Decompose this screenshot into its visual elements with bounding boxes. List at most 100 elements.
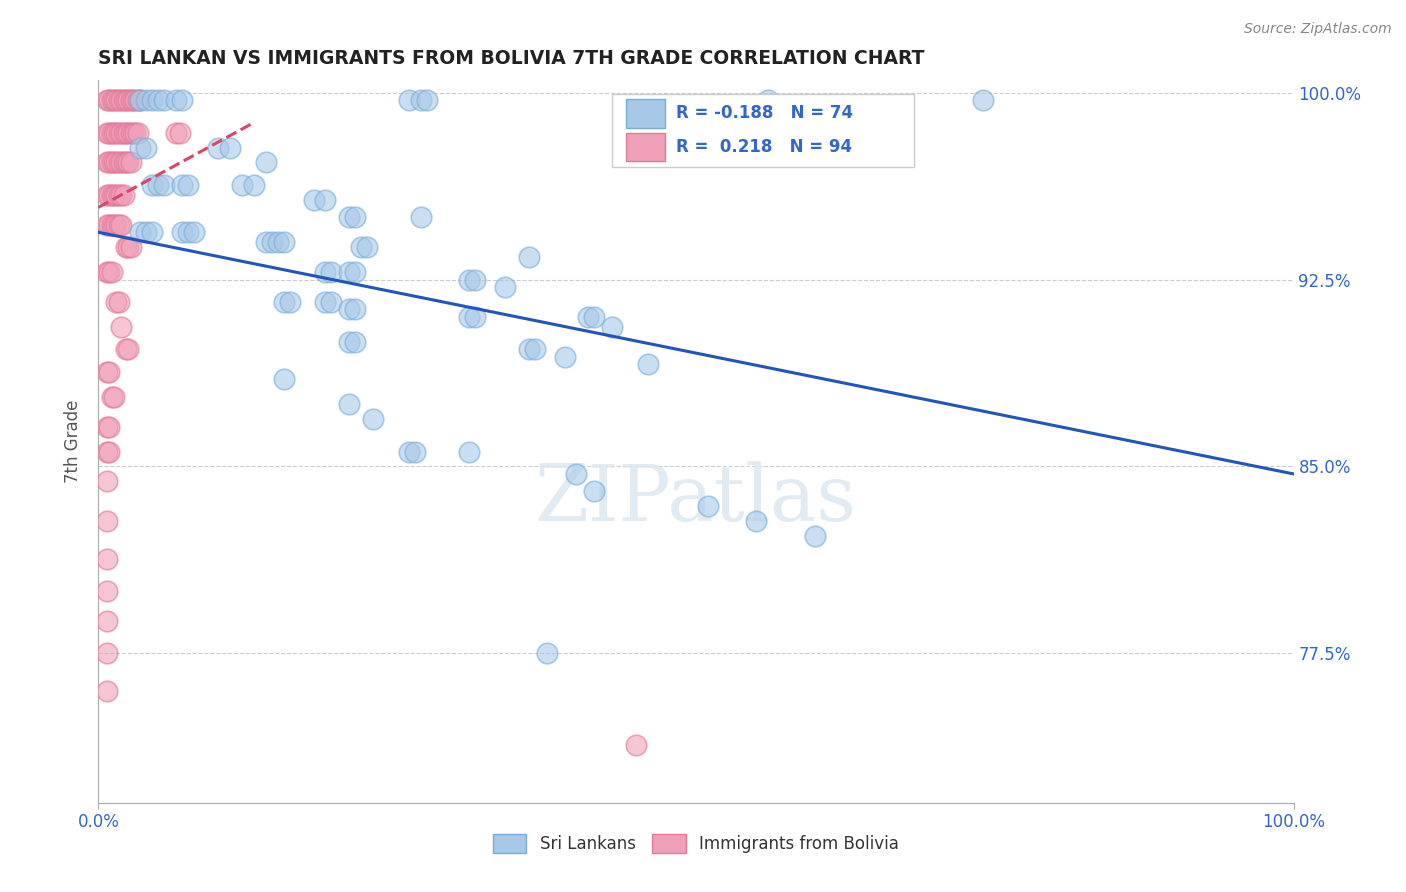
Point bbox=[315, 295, 337, 310]
Point bbox=[96, 683, 118, 698]
Point bbox=[98, 218, 121, 232]
Point bbox=[96, 646, 118, 660]
Point bbox=[103, 218, 125, 232]
Point bbox=[96, 218, 118, 232]
Point bbox=[626, 739, 648, 753]
Point bbox=[107, 155, 129, 169]
Point bbox=[339, 211, 361, 225]
Point bbox=[350, 240, 373, 254]
Point bbox=[165, 126, 187, 140]
Point bbox=[183, 225, 205, 239]
Point bbox=[98, 265, 121, 279]
Point bbox=[96, 187, 118, 202]
Point bbox=[96, 475, 118, 489]
Point bbox=[120, 155, 142, 169]
Point bbox=[107, 126, 129, 140]
Point bbox=[105, 187, 128, 202]
Point bbox=[96, 126, 118, 140]
Point bbox=[115, 240, 138, 254]
Point bbox=[120, 93, 142, 107]
Point bbox=[339, 397, 361, 411]
Point bbox=[100, 126, 122, 140]
Point bbox=[103, 187, 125, 202]
Point bbox=[96, 155, 118, 169]
Point bbox=[254, 155, 277, 169]
Point bbox=[416, 93, 439, 107]
Point bbox=[112, 93, 135, 107]
Legend: Sri Lankans, Immigrants from Bolivia: Sri Lankans, Immigrants from Bolivia bbox=[486, 827, 905, 860]
Point bbox=[100, 218, 122, 232]
Point bbox=[745, 514, 768, 528]
Point bbox=[105, 126, 128, 140]
Point bbox=[117, 126, 139, 140]
Point bbox=[243, 178, 266, 192]
Point bbox=[112, 126, 135, 140]
Point bbox=[260, 235, 283, 250]
Point bbox=[107, 187, 129, 202]
Point bbox=[517, 343, 540, 357]
Point bbox=[321, 265, 343, 279]
Point bbox=[112, 187, 135, 202]
Point bbox=[254, 235, 277, 250]
Point bbox=[135, 93, 157, 107]
Point bbox=[105, 218, 128, 232]
Point bbox=[523, 343, 546, 357]
Point bbox=[339, 302, 361, 317]
Point bbox=[96, 551, 118, 566]
Point bbox=[115, 93, 138, 107]
Point bbox=[141, 178, 163, 192]
Point bbox=[117, 155, 139, 169]
Point bbox=[411, 211, 433, 225]
Point bbox=[177, 225, 200, 239]
Point bbox=[110, 155, 132, 169]
Point bbox=[177, 178, 200, 192]
Text: ZIPatlas: ZIPatlas bbox=[534, 461, 858, 537]
Point bbox=[804, 529, 827, 543]
Point bbox=[141, 225, 163, 239]
Point bbox=[96, 365, 118, 379]
Point bbox=[302, 193, 325, 207]
Point bbox=[129, 93, 152, 107]
Point bbox=[344, 302, 367, 317]
Point bbox=[273, 295, 295, 310]
Point bbox=[273, 372, 295, 386]
Point bbox=[103, 126, 125, 140]
Point bbox=[115, 155, 138, 169]
Point bbox=[315, 193, 337, 207]
Point bbox=[117, 93, 139, 107]
Point bbox=[96, 93, 118, 107]
Point bbox=[117, 343, 139, 357]
Point bbox=[100, 93, 122, 107]
Point bbox=[100, 265, 122, 279]
Point bbox=[107, 218, 129, 232]
Point bbox=[344, 334, 367, 349]
Point bbox=[110, 93, 132, 107]
Point bbox=[120, 240, 142, 254]
Point bbox=[129, 140, 152, 154]
Point bbox=[315, 265, 337, 279]
Point bbox=[107, 93, 129, 107]
Point bbox=[105, 295, 128, 310]
Point bbox=[207, 140, 229, 154]
Point bbox=[169, 126, 191, 140]
Point bbox=[153, 93, 176, 107]
Point bbox=[105, 93, 128, 107]
Point bbox=[127, 126, 149, 140]
Point bbox=[120, 126, 142, 140]
Point bbox=[98, 187, 121, 202]
Point bbox=[110, 187, 132, 202]
Point bbox=[100, 390, 122, 404]
Point bbox=[356, 240, 378, 254]
Point bbox=[578, 310, 600, 324]
Point bbox=[231, 178, 253, 192]
Text: SRI LANKAN VS IMMIGRANTS FROM BOLIVIA 7TH GRADE CORRELATION CHART: SRI LANKAN VS IMMIGRANTS FROM BOLIVIA 7T… bbox=[98, 48, 925, 68]
Point bbox=[129, 93, 152, 107]
Point bbox=[107, 295, 129, 310]
Point bbox=[110, 126, 132, 140]
Point bbox=[637, 357, 659, 371]
Point bbox=[404, 444, 426, 458]
Point bbox=[129, 225, 152, 239]
Point bbox=[273, 235, 295, 250]
Point bbox=[172, 225, 194, 239]
Point bbox=[103, 93, 125, 107]
